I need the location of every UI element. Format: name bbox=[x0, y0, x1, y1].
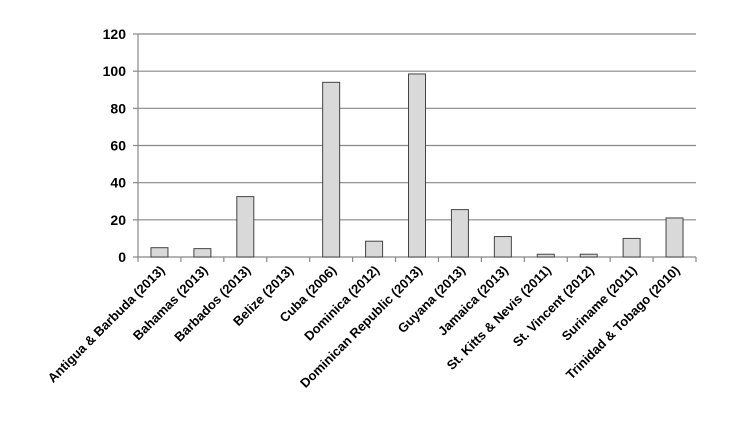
category-labels: Antigua & Barbuda (2013)Bahamas (2013)Ba… bbox=[45, 263, 683, 391]
bar bbox=[193, 248, 212, 258]
y-tick-labels: 0 20 40 60 80 100 120 bbox=[103, 26, 127, 265]
bar bbox=[322, 81, 341, 258]
x-category-label: St. Vincent (2012) bbox=[510, 263, 597, 350]
bar bbox=[536, 253, 555, 258]
bar bbox=[408, 73, 426, 258]
x-category-label: Barbados (2013) bbox=[171, 263, 253, 345]
bar bbox=[450, 209, 469, 258]
bar bbox=[150, 247, 169, 258]
x-category-label: Bahamas (2013) bbox=[130, 263, 211, 344]
y-tick-label: 80 bbox=[110, 100, 126, 116]
y-tick-label: 60 bbox=[110, 138, 126, 154]
y-tick-label: 0 bbox=[118, 249, 126, 265]
y-tick-label: 40 bbox=[110, 175, 126, 191]
bar bbox=[236, 196, 255, 258]
bar bbox=[365, 240, 384, 258]
x-category-label: Dominica (2012) bbox=[301, 263, 382, 344]
y-tick-label: 120 bbox=[103, 26, 127, 42]
bar bbox=[579, 253, 598, 258]
y-tick-label: 100 bbox=[103, 63, 127, 79]
y-tick-label: 20 bbox=[110, 212, 126, 228]
bar bbox=[622, 237, 641, 258]
bar bbox=[665, 217, 684, 258]
x-category-label: Suriname (2011) bbox=[559, 263, 640, 344]
bars bbox=[150, 73, 684, 258]
bar bbox=[493, 236, 512, 258]
